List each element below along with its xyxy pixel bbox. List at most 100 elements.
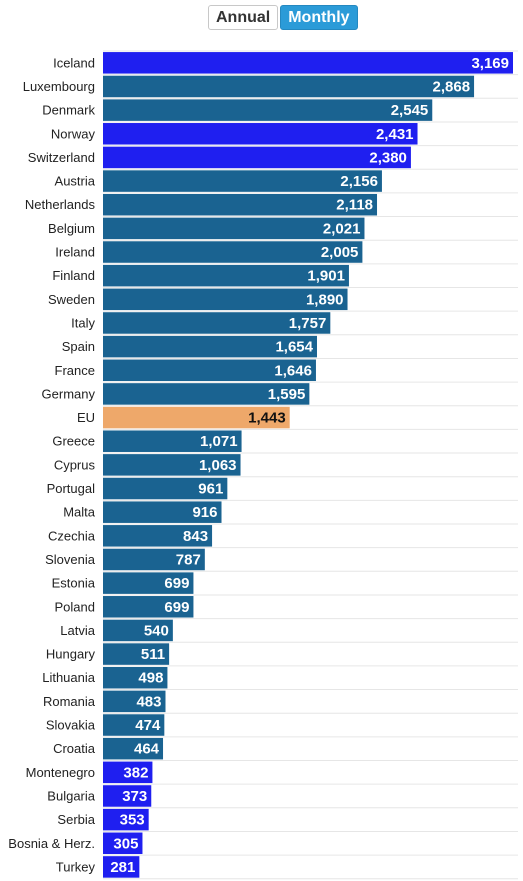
bar: [103, 170, 382, 192]
category-label: Bosnia & Herz.: [8, 836, 95, 851]
value-label: 1,901: [307, 268, 345, 285]
category-label: Estonia: [52, 576, 96, 591]
bar: [103, 312, 331, 334]
category-label: Italy: [71, 315, 95, 330]
value-label: 699: [164, 599, 189, 616]
value-label: 353: [120, 812, 145, 829]
category-label: Croatia: [53, 741, 96, 756]
value-label: 1,443: [248, 410, 286, 427]
category-label: Romania: [43, 694, 96, 709]
value-label: 1,071: [200, 433, 238, 450]
category-label: France: [55, 363, 95, 378]
category-label: Serbia: [57, 812, 95, 827]
bar: [103, 75, 475, 98]
bar: [103, 406, 290, 429]
category-label: Montenegro: [26, 765, 95, 780]
value-label: 1,646: [274, 362, 312, 379]
category-label: Poland: [55, 599, 95, 614]
category-label: Greece: [52, 434, 95, 449]
bar: [103, 856, 140, 878]
value-label: 3,169: [471, 55, 509, 72]
annual-button[interactable]: Annual: [208, 5, 279, 30]
bar: [103, 737, 164, 760]
bar: [103, 501, 222, 523]
bar: [103, 383, 310, 405]
bar: [103, 596, 194, 618]
value-label: 2,005: [321, 244, 359, 261]
period-toggle: Annual Monthly: [208, 5, 358, 30]
category-label: Austria: [55, 174, 96, 189]
bar: [103, 430, 242, 452]
category-label: Turkey: [56, 859, 96, 874]
category-label: Netherlands: [25, 197, 96, 212]
bar: [103, 643, 170, 665]
category-label: Finland: [52, 268, 95, 283]
category-label: Iceland: [53, 55, 95, 70]
bar: [103, 193, 378, 216]
value-label: 511: [141, 646, 165, 663]
category-label: Slovenia: [45, 552, 96, 567]
bar: [103, 666, 168, 689]
bar: [103, 146, 411, 169]
value-label: 2,021: [323, 220, 361, 237]
bar: [103, 572, 194, 594]
value-label: 2,118: [336, 197, 373, 214]
bar: [103, 359, 316, 382]
value-label: 382: [123, 764, 148, 781]
value-label: 540: [144, 622, 169, 639]
value-label: 281: [110, 859, 135, 876]
bar: [103, 785, 152, 807]
bar: [103, 808, 149, 831]
bar: [103, 99, 433, 121]
bar: [103, 714, 165, 736]
category-label: Czechia: [48, 528, 96, 543]
category-label: Germany: [42, 386, 96, 401]
category-label: Switzerland: [28, 150, 95, 165]
value-label: 1,654: [275, 339, 313, 356]
value-label: 498: [138, 670, 163, 687]
bar: [103, 832, 143, 855]
category-label: Sweden: [48, 292, 95, 307]
category-label: Ireland: [55, 245, 95, 260]
category-label: Denmark: [42, 103, 95, 118]
category-label: Latvia: [60, 623, 95, 638]
category-label: Portugal: [47, 481, 96, 496]
value-label: 916: [192, 504, 217, 521]
value-label: 787: [176, 551, 201, 568]
bar: [103, 454, 241, 476]
value-label: 1,757: [289, 315, 327, 332]
value-label: 2,545: [391, 102, 429, 119]
value-label: 1,595: [268, 386, 306, 403]
value-label: 474: [135, 717, 161, 734]
value-label: 483: [136, 693, 161, 710]
category-label: Norway: [51, 126, 96, 141]
category-label: Bulgaria: [47, 788, 95, 803]
value-label: 1,890: [306, 291, 344, 308]
category-label: Lithuania: [42, 670, 96, 685]
bar: [103, 288, 348, 311]
category-label: Cyprus: [54, 457, 96, 472]
bar: [103, 217, 365, 240]
category-label: Spain: [62, 339, 95, 354]
value-label: 2,156: [340, 173, 378, 190]
category-label: Malta: [63, 505, 96, 520]
bar: [103, 123, 418, 145]
value-label: 1,063: [199, 457, 237, 474]
bar: [103, 335, 317, 358]
bar: [103, 761, 153, 784]
value-label: 2,431: [376, 126, 414, 143]
value-label: 699: [164, 575, 189, 592]
category-label: Luxembourg: [23, 79, 95, 94]
bar: [103, 619, 173, 642]
bar: [103, 525, 213, 547]
bar: [103, 241, 363, 263]
category-label: Belgium: [48, 221, 95, 236]
monthly-button[interactable]: Monthly: [280, 5, 358, 30]
value-label: 373: [122, 788, 147, 805]
value-label: 464: [134, 741, 160, 758]
value-label: 843: [183, 528, 208, 545]
value-label: 961: [198, 481, 223, 498]
category-label: Slovakia: [46, 718, 96, 733]
value-label: 2,868: [433, 78, 471, 95]
